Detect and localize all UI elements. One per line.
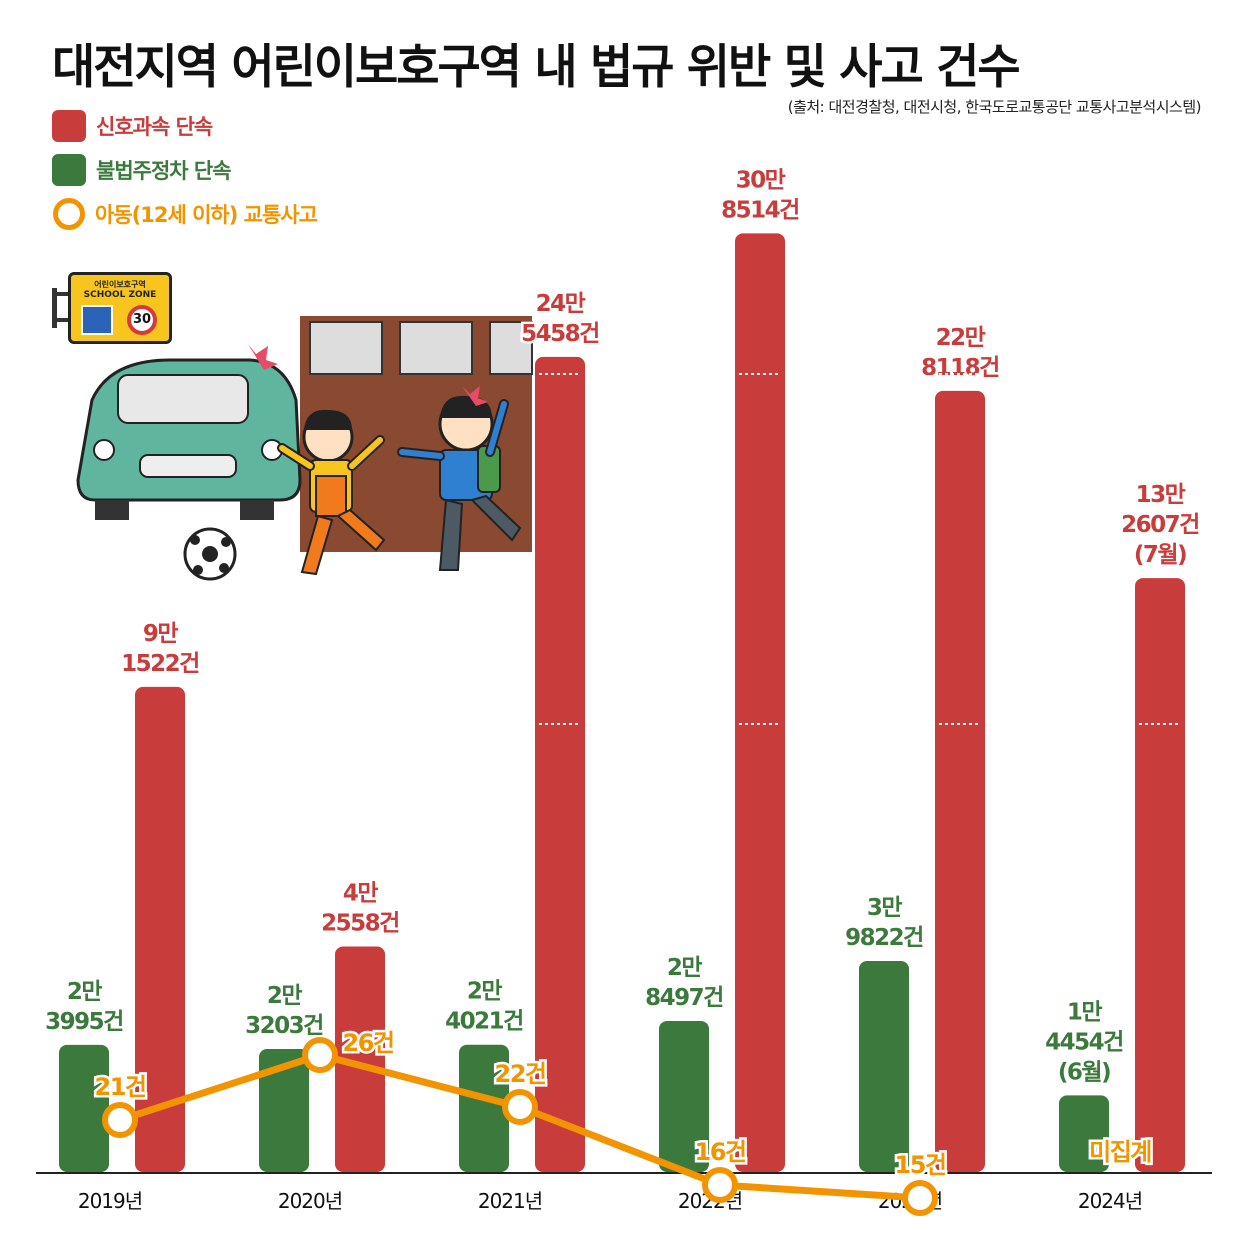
accident-label-4: 15건 <box>895 1151 946 1179</box>
x-tick-label-0: 2019년 <box>78 1189 142 1213</box>
data-label-speed-3: 30만 8514건 <box>721 167 799 223</box>
child-2-icon <box>397 395 522 571</box>
sign-pole-icon <box>52 288 69 328</box>
bar-parking-5 <box>1059 1095 1109 1172</box>
speed-limit-icon: 30 <box>127 305 157 335</box>
accident-label-2: 22건 <box>495 1060 546 1088</box>
legend-label-accident: 아동(12세 이하) 교통사고 <box>95 203 318 227</box>
data-label-speed-1: 4만 2558건 <box>321 880 399 936</box>
accident-label-1: 26건 <box>343 1029 394 1057</box>
soccer-ball-icon <box>183 527 237 581</box>
bar-speed-3 <box>735 233 785 1172</box>
bar-speed-1 <box>335 946 385 1172</box>
data-label-parking-3: 2만 8497건 <box>645 955 723 1011</box>
legend-item-accident: 아동(12세 이하) 교통사고 <box>52 192 318 236</box>
data-label-parking-1: 2만 3203건 <box>245 983 323 1039</box>
bar-speed-0 <box>135 686 185 1172</box>
sign-text-korean: 어린이보호구역 <box>94 280 146 289</box>
children-crossing-icon <box>81 305 113 335</box>
bar-parking-2 <box>459 1044 509 1172</box>
data-label-parking-5: 1만 4454건 (6월) <box>1045 999 1123 1085</box>
legend-swatch-accident <box>53 198 85 230</box>
data-label-speed-5: 13만 2607건 (7월) <box>1121 482 1199 568</box>
legend-swatch-parking <box>52 154 86 186</box>
x-tick-label-1: 2020년 <box>278 1189 342 1213</box>
data-label-parking-4: 3만 9822건 <box>845 895 923 951</box>
page-title: 대전지역 어린이보호구역 내 법규 위반 및 사고 건수 <box>52 40 1021 95</box>
accident-point-2 <box>502 1089 538 1125</box>
data-label-parking-2: 2만 4021건 <box>445 979 523 1035</box>
legend-item-speed: 신호과속 단속 <box>52 104 317 148</box>
legend-label-parking: 불법주정차 단속 <box>96 159 232 183</box>
bar-parking-3 <box>659 1020 709 1172</box>
accident-label-0: 21건 <box>95 1073 146 1101</box>
data-label-speed-0: 9만 1522건 <box>121 621 199 677</box>
school-zone-sign: 어린이보호구역 SCHOOL ZONE 30 <box>68 272 172 344</box>
data-label-speed-4: 22만 8118건 <box>921 325 999 381</box>
child-1-icon <box>277 409 386 576</box>
bar-speed-2 <box>535 356 585 1172</box>
x-tick-label-5: 2024년 <box>1078 1189 1142 1213</box>
bar-parking-0 <box>59 1044 109 1172</box>
bar-parking-4 <box>859 960 909 1172</box>
accident-point-0 <box>102 1102 138 1138</box>
legend-label-speed: 신호과속 단속 <box>96 115 213 139</box>
bar-speed-4 <box>935 390 985 1172</box>
accident-point-1 <box>302 1037 338 1073</box>
sign-text-english: SCHOOL ZONE <box>83 290 157 300</box>
legend-item-parking: 불법주정차 단속 <box>52 148 317 192</box>
source-note: (출처: 대전경찰청, 대전시청, 한국도로교통공단 교통사고분석시스템) <box>787 98 1202 116</box>
legend-swatch-speed <box>52 110 86 142</box>
alert-burst-icon <box>248 344 488 406</box>
data-label-parking-0: 2만 3995건 <box>45 979 123 1035</box>
bar-parking-1 <box>259 1049 309 1172</box>
car-icon <box>76 358 302 520</box>
bar-speed-5 <box>1135 578 1185 1172</box>
accident-point-3 <box>702 1167 738 1203</box>
x-tick-label-2: 2021년 <box>478 1189 542 1213</box>
accident-label-3: 16건 <box>695 1138 746 1166</box>
accident-point-4 <box>902 1180 938 1216</box>
accident-label-5: 미집계 <box>1089 1138 1151 1166</box>
data-label-speed-2: 24만 5458건 <box>521 291 599 347</box>
legend: 신호과속 단속 불법주정차 단속 아동(12세 이하) 교통사고 <box>52 104 318 236</box>
